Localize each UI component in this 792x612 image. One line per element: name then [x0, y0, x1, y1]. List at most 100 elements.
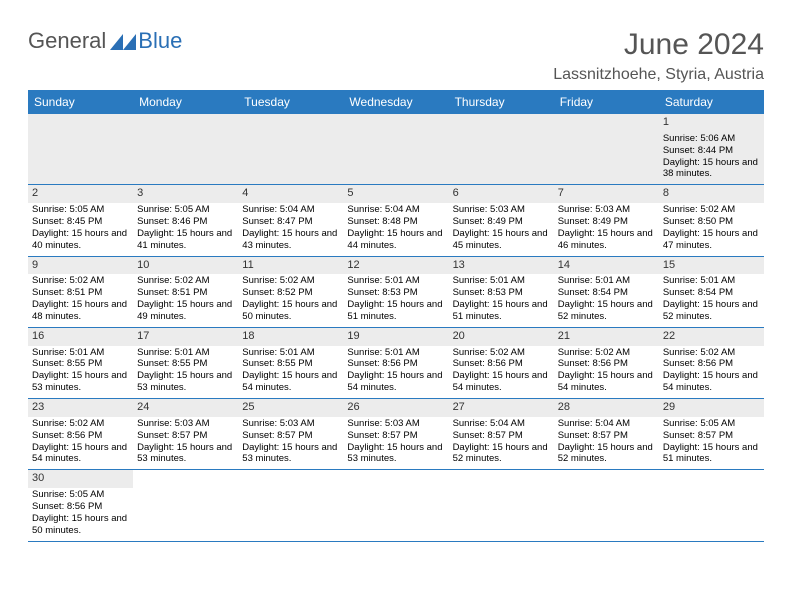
day-number: 11 — [238, 257, 343, 275]
calendar-cell: 17Sunrise: 5:01 AMSunset: 8:55 PMDayligh… — [133, 327, 238, 398]
day-details: Sunrise: 5:03 AMSunset: 8:57 PMDaylight:… — [347, 418, 444, 466]
col-sunday: Sunday — [28, 90, 133, 114]
calendar-cell: 5Sunrise: 5:04 AMSunset: 8:48 PMDaylight… — [343, 185, 448, 256]
calendar-cell — [659, 470, 764, 541]
logo: General Blue — [28, 28, 182, 54]
day-number: 22 — [659, 328, 764, 346]
calendar-cell — [28, 114, 133, 185]
day-number: 27 — [449, 399, 554, 417]
calendar-cell: 18Sunrise: 5:01 AMSunset: 8:55 PMDayligh… — [238, 327, 343, 398]
calendar-cell: 23Sunrise: 5:02 AMSunset: 8:56 PMDayligh… — [28, 399, 133, 470]
calendar-cell — [554, 470, 659, 541]
calendar-cell: 12Sunrise: 5:01 AMSunset: 8:53 PMDayligh… — [343, 256, 448, 327]
calendar-cell: 30Sunrise: 5:05 AMSunset: 8:56 PMDayligh… — [28, 470, 133, 541]
day-number: 24 — [133, 399, 238, 417]
calendar-cell: 22Sunrise: 5:02 AMSunset: 8:56 PMDayligh… — [659, 327, 764, 398]
calendar-cell: 13Sunrise: 5:01 AMSunset: 8:53 PMDayligh… — [449, 256, 554, 327]
day-number: 20 — [449, 328, 554, 346]
day-number: 29 — [659, 399, 764, 417]
day-number: 15 — [659, 257, 764, 275]
day-details: Sunrise: 5:01 AMSunset: 8:54 PMDaylight:… — [663, 275, 760, 323]
day-details: Sunrise: 5:01 AMSunset: 8:55 PMDaylight:… — [137, 347, 234, 395]
calendar-cell — [238, 114, 343, 185]
calendar-cell: 14Sunrise: 5:01 AMSunset: 8:54 PMDayligh… — [554, 256, 659, 327]
day-details: Sunrise: 5:01 AMSunset: 8:53 PMDaylight:… — [347, 275, 444, 323]
day-details: Sunrise: 5:04 AMSunset: 8:47 PMDaylight:… — [242, 204, 339, 252]
day-details: Sunrise: 5:01 AMSunset: 8:54 PMDaylight:… — [558, 275, 655, 323]
calendar-cell — [343, 114, 448, 185]
logo-icon — [110, 32, 136, 50]
day-number: 23 — [28, 399, 133, 417]
calendar-cell: 9Sunrise: 5:02 AMSunset: 8:51 PMDaylight… — [28, 256, 133, 327]
day-details: Sunrise: 5:02 AMSunset: 8:51 PMDaylight:… — [137, 275, 234, 323]
calendar-cell: 29Sunrise: 5:05 AMSunset: 8:57 PMDayligh… — [659, 399, 764, 470]
location: Lassnitzhoehe, Styria, Austria — [553, 66, 764, 84]
col-monday: Monday — [133, 90, 238, 114]
day-details: Sunrise: 5:02 AMSunset: 8:56 PMDaylight:… — [663, 347, 760, 395]
day-details: Sunrise: 5:04 AMSunset: 8:57 PMDaylight:… — [453, 418, 550, 466]
col-tuesday: Tuesday — [238, 90, 343, 114]
day-details: Sunrise: 5:06 AMSunset: 8:44 PMDaylight:… — [663, 133, 760, 181]
logo-text-1: General — [28, 28, 106, 54]
calendar-table: Sunday Monday Tuesday Wednesday Thursday… — [28, 90, 764, 542]
day-details: Sunrise: 5:02 AMSunset: 8:56 PMDaylight:… — [558, 347, 655, 395]
calendar-cell: 26Sunrise: 5:03 AMSunset: 8:57 PMDayligh… — [343, 399, 448, 470]
calendar-cell — [449, 114, 554, 185]
calendar-cell: 2Sunrise: 5:05 AMSunset: 8:45 PMDaylight… — [28, 185, 133, 256]
day-number: 6 — [449, 185, 554, 203]
calendar-cell: 15Sunrise: 5:01 AMSunset: 8:54 PMDayligh… — [659, 256, 764, 327]
col-friday: Friday — [554, 90, 659, 114]
day-details: Sunrise: 5:02 AMSunset: 8:52 PMDaylight:… — [242, 275, 339, 323]
day-number: 9 — [28, 257, 133, 275]
day-number: 17 — [133, 328, 238, 346]
calendar-cell — [554, 114, 659, 185]
day-details: Sunrise: 5:05 AMSunset: 8:57 PMDaylight:… — [663, 418, 760, 466]
day-number: 26 — [343, 399, 448, 417]
day-number: 12 — [343, 257, 448, 275]
calendar-cell: 21Sunrise: 5:02 AMSunset: 8:56 PMDayligh… — [554, 327, 659, 398]
calendar-cell: 3Sunrise: 5:05 AMSunset: 8:46 PMDaylight… — [133, 185, 238, 256]
day-details: Sunrise: 5:04 AMSunset: 8:57 PMDaylight:… — [558, 418, 655, 466]
day-details: Sunrise: 5:03 AMSunset: 8:49 PMDaylight:… — [558, 204, 655, 252]
calendar-cell — [449, 470, 554, 541]
calendar-cell: 20Sunrise: 5:02 AMSunset: 8:56 PMDayligh… — [449, 327, 554, 398]
day-number: 21 — [554, 328, 659, 346]
logo-text-2: Blue — [138, 28, 182, 54]
day-number: 7 — [554, 185, 659, 203]
day-details: Sunrise: 5:05 AMSunset: 8:46 PMDaylight:… — [137, 204, 234, 252]
day-details: Sunrise: 5:03 AMSunset: 8:57 PMDaylight:… — [242, 418, 339, 466]
day-number: 5 — [343, 185, 448, 203]
day-number: 2 — [28, 185, 133, 203]
day-number: 16 — [28, 328, 133, 346]
day-details: Sunrise: 5:01 AMSunset: 8:56 PMDaylight:… — [347, 347, 444, 395]
day-number: 30 — [28, 470, 133, 488]
calendar-cell: 6Sunrise: 5:03 AMSunset: 8:49 PMDaylight… — [449, 185, 554, 256]
calendar-cell: 8Sunrise: 5:02 AMSunset: 8:50 PMDaylight… — [659, 185, 764, 256]
page-title: June 2024 — [553, 28, 764, 62]
col-wednesday: Wednesday — [343, 90, 448, 114]
day-number: 1 — [659, 114, 764, 132]
day-number: 28 — [554, 399, 659, 417]
calendar-cell: 24Sunrise: 5:03 AMSunset: 8:57 PMDayligh… — [133, 399, 238, 470]
calendar-cell: 19Sunrise: 5:01 AMSunset: 8:56 PMDayligh… — [343, 327, 448, 398]
col-thursday: Thursday — [449, 90, 554, 114]
day-details: Sunrise: 5:03 AMSunset: 8:57 PMDaylight:… — [137, 418, 234, 466]
day-number: 4 — [238, 185, 343, 203]
calendar-cell: 11Sunrise: 5:02 AMSunset: 8:52 PMDayligh… — [238, 256, 343, 327]
calendar-cell: 4Sunrise: 5:04 AMSunset: 8:47 PMDaylight… — [238, 185, 343, 256]
calendar-cell: 27Sunrise: 5:04 AMSunset: 8:57 PMDayligh… — [449, 399, 554, 470]
day-number: 8 — [659, 185, 764, 203]
day-details: Sunrise: 5:04 AMSunset: 8:48 PMDaylight:… — [347, 204, 444, 252]
day-number: 13 — [449, 257, 554, 275]
day-number: 19 — [343, 328, 448, 346]
day-number: 10 — [133, 257, 238, 275]
day-number: 18 — [238, 328, 343, 346]
day-details: Sunrise: 5:05 AMSunset: 8:56 PMDaylight:… — [32, 489, 129, 537]
calendar-cell — [343, 470, 448, 541]
day-details: Sunrise: 5:03 AMSunset: 8:49 PMDaylight:… — [453, 204, 550, 252]
day-details: Sunrise: 5:02 AMSunset: 8:50 PMDaylight:… — [663, 204, 760, 252]
day-details: Sunrise: 5:02 AMSunset: 8:56 PMDaylight:… — [32, 418, 129, 466]
calendar-cell — [133, 114, 238, 185]
calendar-cell: 10Sunrise: 5:02 AMSunset: 8:51 PMDayligh… — [133, 256, 238, 327]
day-details: Sunrise: 5:02 AMSunset: 8:51 PMDaylight:… — [32, 275, 129, 323]
